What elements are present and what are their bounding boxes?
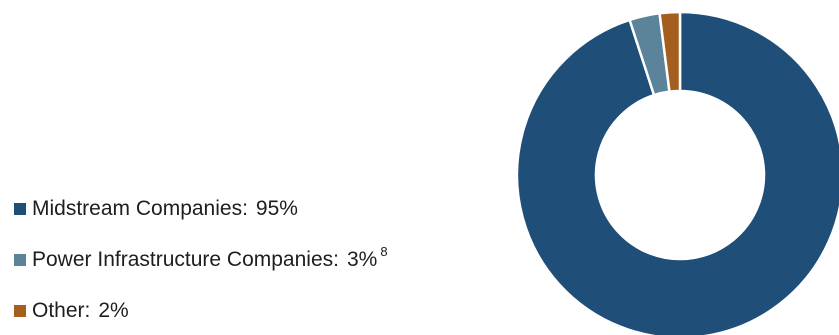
legend-swatch <box>14 254 26 266</box>
legend-label: Midstream Companies: <box>32 197 248 220</box>
legend-item-other: Other: 2% <box>14 295 494 327</box>
legend-value: 95% <box>255 197 298 220</box>
legend-item-midstream: Midstream Companies: 95% <box>14 193 494 225</box>
chart-legend: Midstream Companies: 95% Power Infrastru… <box>14 193 494 327</box>
slice-midstream <box>515 10 839 335</box>
legend-swatch <box>14 203 26 215</box>
slice-other <box>658 10 682 94</box>
legend-label: Power Infrastructure Companies: <box>32 248 339 271</box>
legend-value: 2% <box>98 299 129 322</box>
legend-swatch <box>14 305 26 317</box>
legend-item-power-infrastructure: Power Infrastructure Companies: 3% 8 <box>14 244 494 276</box>
footnote-marker: 8 <box>380 243 388 259</box>
legend-value: 3% <box>346 248 378 271</box>
legend-label: Other: <box>32 299 91 322</box>
